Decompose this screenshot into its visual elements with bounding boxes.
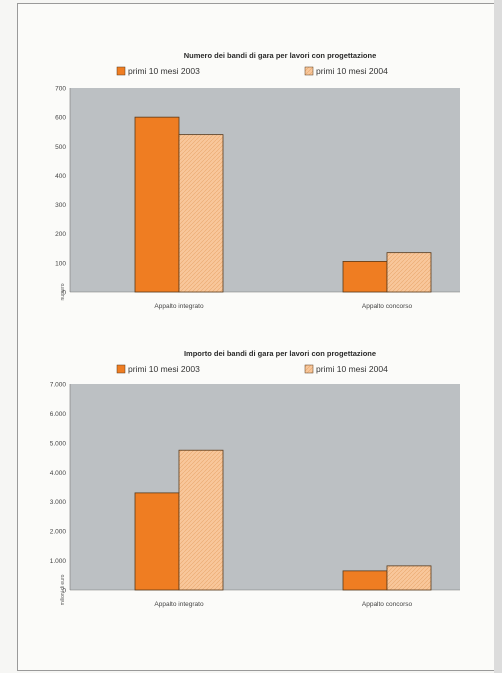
chart-2-title: Importo dei bandi di gara per lavori con… — [184, 349, 376, 358]
chart-2-y-tick-label: 7.000 — [50, 382, 67, 389]
chart-2-y-tick-label: 3.000 — [50, 499, 67, 506]
chart-1-y-axis-label: numero — [60, 283, 66, 300]
chart-1-y-tick-label: 500 — [55, 144, 66, 151]
chart-2-y-tick-label: 6.000 — [50, 411, 67, 418]
chart-2-y-tick-label: 1.000 — [50, 558, 67, 565]
chart-1-y-tick-label: 600 — [55, 115, 66, 122]
chart-2-bar-2004-integrato — [178, 449, 224, 591]
chart-2-y-axis-label: milioni di euro — [60, 574, 66, 605]
chart-1-category-label: Appalto concorso — [362, 303, 413, 310]
chart-2-plot-area — [70, 384, 460, 590]
chart-1-legend-swatch-2003 — [116, 66, 126, 76]
chart-1: Numero dei bandi di gara per lavori con … — [55, 51, 460, 310]
chart-2-bar-2003-integrato — [134, 492, 180, 591]
chart-2-legend-swatch-2004 — [304, 364, 314, 374]
chart-2-legend-swatch-2003 — [116, 364, 126, 374]
chart-1-bar-2003-integrato — [134, 116, 180, 293]
chart-1-y-tick-label: 0 — [62, 290, 66, 297]
chart-2-y-tick-label: 5.000 — [50, 440, 67, 447]
chart-1-legend-label-2004: primi 10 mesi 2004 — [316, 66, 388, 76]
chart-2-legend-label-2004: primi 10 mesi 2004 — [316, 364, 388, 374]
chart-1-category-label: Appalto integrato — [154, 303, 204, 310]
chart-2-category-label: Appalto integrato — [154, 601, 204, 608]
chart-2-category-label: Appalto concorso — [362, 601, 413, 608]
chart-2-y-tick-label: 4.000 — [50, 470, 67, 477]
chart-1-legend-label-2003: primi 10 mesi 2003 — [128, 66, 200, 76]
chart-1-bar-2003-concorso — [342, 260, 388, 293]
chart-2-bar-2004-concorso — [386, 565, 432, 591]
chart-1-y-tick-label: 700 — [55, 86, 66, 93]
chart-2-y-tick-label: 0 — [62, 588, 66, 595]
chart-1-bar-2004-concorso — [386, 252, 432, 293]
chart-1-title: Numero dei bandi di gara per lavori con … — [184, 51, 377, 60]
chart-2-y-tick-label: 2.000 — [50, 529, 67, 536]
chart-1-y-tick-label: 400 — [55, 173, 66, 180]
chart-1-y-tick-label: 100 — [55, 260, 66, 267]
chart-1-bar-2004-integrato — [178, 134, 224, 293]
chart-2: Importo dei bandi di gara per lavori con… — [50, 349, 460, 608]
page-edge — [494, 0, 502, 673]
chart-1-y-tick-label: 300 — [55, 202, 66, 209]
chart-1-legend-swatch-2004 — [304, 66, 314, 76]
chart-1-y-tick-label: 200 — [55, 231, 66, 238]
chart-2-legend-label-2003: primi 10 mesi 2003 — [128, 364, 200, 374]
chart-2-bar-2003-concorso — [342, 570, 388, 591]
